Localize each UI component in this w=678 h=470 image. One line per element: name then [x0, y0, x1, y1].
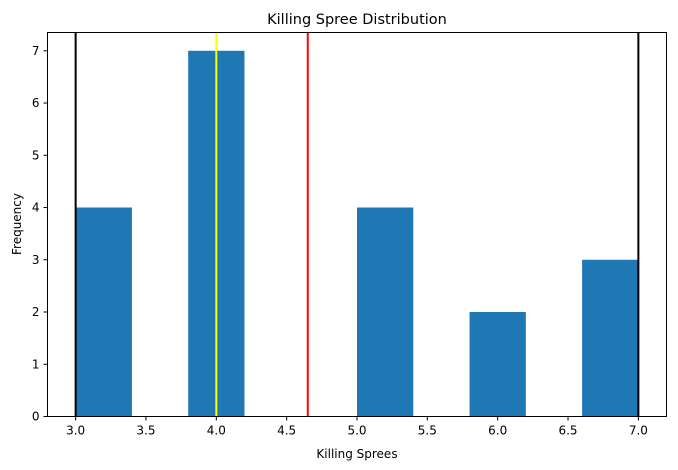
chart-title: Killing Spree Distribution	[267, 12, 447, 28]
y-tick-label: 1	[32, 357, 40, 371]
bars-layer	[75, 50, 639, 417]
x-tick-label: 6.0	[488, 424, 507, 438]
y-axis-label: Frequency	[10, 193, 24, 255]
x-tick-label: 3.0	[66, 424, 85, 438]
y-tick-label: 5	[32, 148, 40, 162]
histogram-bar-9	[582, 259, 639, 417]
x-tick-label: 7.0	[629, 424, 648, 438]
reference-lines-layer	[74, 32, 640, 417]
y-tick-label: 0	[32, 410, 40, 424]
x-tick-label: 5.5	[418, 424, 437, 438]
x-tick-label: 4.5	[277, 424, 296, 438]
x-axis-ticks: 3.0 3.5 4.0 4.5 5.0 5.5 6.0 6.5 7.0	[66, 416, 648, 438]
x-tick-label: 3.5	[136, 424, 155, 438]
histogram-bar-5	[357, 207, 414, 417]
histogram-bar-7	[469, 312, 526, 417]
x-tick-label: 6.5	[558, 424, 577, 438]
y-tick-label: 3	[32, 253, 40, 267]
x-tick-label: 4.0	[207, 424, 226, 438]
y-axis-ticks: 0 1 2 3 4 5 6 7	[32, 44, 48, 424]
y-tick-label: 7	[32, 44, 40, 58]
y-tick-label: 4	[32, 201, 40, 215]
y-tick-label: 2	[32, 305, 40, 319]
x-axis-label: Killing Sprees	[316, 447, 397, 461]
histogram-bar-0	[75, 207, 132, 417]
y-tick-label: 6	[32, 96, 40, 110]
x-tick-label: 5.0	[347, 424, 366, 438]
